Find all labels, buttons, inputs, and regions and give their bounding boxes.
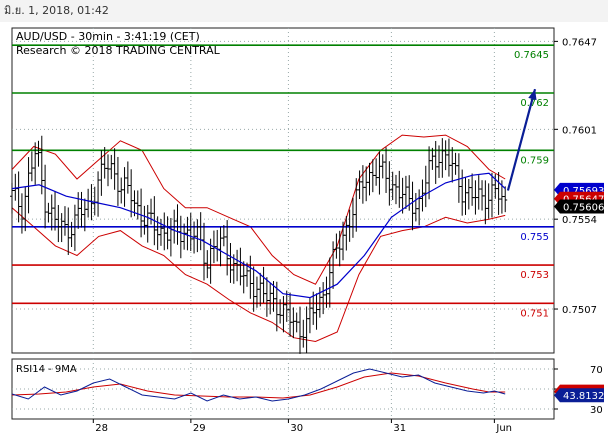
current-price-tag: 0.75606 xyxy=(563,203,604,214)
rsi-tag-bg xyxy=(554,388,604,403)
price-chart: 0.7645 0.762 0.759 0.755 0.753 0.751 0.7647 0.… xyxy=(10,27,604,434)
x-tick-label: 31 xyxy=(393,423,406,434)
level-label: 0.7645 xyxy=(514,50,549,61)
current-price-tag-bg xyxy=(554,199,604,214)
rsi-panel xyxy=(11,358,555,420)
y-tick-label: 0.7601 xyxy=(562,125,597,136)
ma-line xyxy=(11,172,506,299)
price-bars xyxy=(10,135,508,354)
arrow-shaft xyxy=(506,88,537,191)
price-axis: 0.76470.76010.75540.75070.756930.756470.… xyxy=(554,37,604,416)
y-tick-label: 0.7507 xyxy=(562,305,597,316)
level-label: 0.755 xyxy=(520,232,549,243)
indicator-tag: 0.75693 xyxy=(563,186,604,197)
level-label: 0.753 xyxy=(520,270,549,281)
y-tick-label: 0.7647 xyxy=(562,37,597,48)
rsi-ma-line xyxy=(11,372,506,399)
band-lower xyxy=(11,207,506,343)
x-tick-label: 28 xyxy=(95,423,108,434)
rsi-lines xyxy=(11,368,506,402)
chart-title: AUD/USD - 30min - 3:41:19 (CET) xyxy=(16,30,200,43)
rsi-tag: 43.8132 xyxy=(563,391,604,402)
moving-average xyxy=(11,172,506,299)
timestamp: มิ.ย. 1, 2018, 01:42 xyxy=(0,0,608,22)
rsi-line xyxy=(11,368,506,402)
rsi-title: RSI14 - 9MA xyxy=(16,364,77,375)
rsi-y-tick-label: 30 xyxy=(590,405,603,416)
bollinger-bands xyxy=(11,134,506,343)
chart-subtitle: Research © 2018 TRADING CENTRAL xyxy=(16,44,221,57)
band-upper xyxy=(11,134,506,285)
y-tick-label: 0.7554 xyxy=(562,215,597,226)
rsi-y-tick-label: 70 xyxy=(590,365,603,376)
x-tick-label: 30 xyxy=(290,423,303,434)
level-label: 0.751 xyxy=(520,308,549,319)
x-tick-label: Jun xyxy=(495,423,512,434)
x-tick-label: 29 xyxy=(193,423,206,434)
forecast-arrow xyxy=(506,88,537,191)
level-label: 0.762 xyxy=(520,98,549,109)
arrow-head xyxy=(528,89,537,101)
support-resistance-levels: 0.7645 0.762 0.759 0.755 0.753 0.751 xyxy=(12,44,554,319)
level-label: 0.759 xyxy=(520,155,549,166)
time-axis: 28 29 30 31 Jun xyxy=(92,419,512,434)
